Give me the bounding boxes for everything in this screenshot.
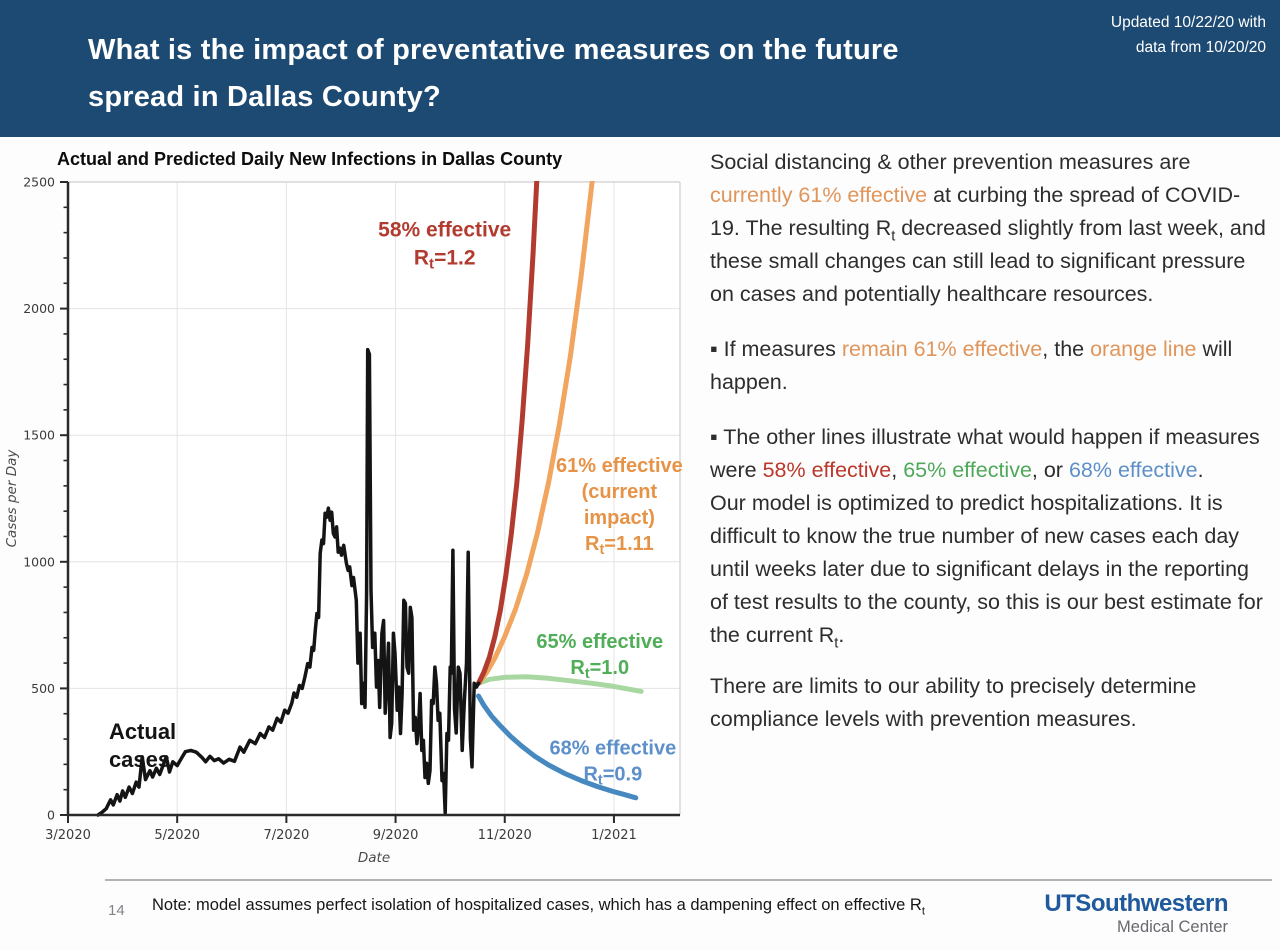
y-axis-title: Cases per Day: [4, 449, 20, 548]
x-tick-label: 5/2020: [154, 828, 200, 843]
x-axis-title: Date: [358, 850, 390, 866]
panel-paragraph: ▪ If measures remain 61% effective, the …: [710, 337, 1233, 394]
panel-paragraph: Social distancing & other prevention mea…: [710, 150, 1266, 306]
y-tick-label: 1000: [23, 554, 55, 569]
series-68-effective-rt-0-9: [476, 693, 639, 801]
x-tick-label: 7/2020: [264, 828, 310, 843]
logo-medical-center: Medical Center: [1117, 918, 1228, 936]
x-tick-label: 11/2020: [478, 828, 532, 843]
y-tick-label: 2000: [23, 301, 55, 316]
y-tick-label: 0: [47, 808, 55, 823]
text-panel: Social distancing & other prevention mea…: [710, 146, 1270, 736]
slide-title: What is the impact of preventative measu…: [88, 34, 899, 113]
panel-paragraph: There are limits to our ability to preci…: [710, 674, 1197, 731]
updated-note: Updated 10/22/20 with data from 10/20/20: [1110, 14, 1266, 56]
chart-annotation: (current: [582, 481, 658, 503]
series-actual-cases: [96, 347, 481, 817]
chart-svg: 0 500 1000 1500 2000 2500 3/2020 5/2020 7/2020 9/…: [4, 175, 683, 867]
series-65-effective-rt-1-0: [476, 674, 644, 694]
x-tick-label: 1/2021: [591, 828, 637, 843]
chart-annotation: 65% effective: [536, 631, 663, 653]
chart-annotation: 68% effective: [549, 738, 676, 760]
y-tick-label: 1500: [23, 428, 55, 443]
panel-paragraph: Our model is optimized to predict hospit…: [710, 491, 1263, 652]
footnote: Note: model assumes perfect isolation of…: [152, 896, 925, 918]
chart-annotation: impact): [584, 507, 655, 529]
logo-utsouthwestern: UTSouthwestern: [1044, 890, 1228, 917]
chart-annotation: Rt=1.11: [585, 533, 654, 558]
panel-paragraph: ▪ The other lines illustrate what would …: [710, 425, 1260, 482]
page-number: 14: [108, 902, 125, 919]
chart-title: Actual and Predicted Daily New Infection…: [57, 149, 563, 169]
series-58-effective-rt-1-2: [476, 181, 540, 686]
chart-annotation: 61% effective: [556, 455, 683, 477]
logo: UTSouthwestern Medical Center: [1044, 891, 1228, 937]
y-tick-label: 2500: [23, 175, 55, 190]
header-bar: What is the impact of preventative measu…: [0, 0, 1280, 137]
chart-annotation: Rt=0.9: [583, 764, 642, 789]
chart-annotation: Actual: [109, 719, 176, 744]
footer-divider: [105, 879, 1272, 881]
series-61-effective-current-impact-rt-1-11: [476, 181, 595, 686]
x-tick-label: 3/2020: [45, 828, 91, 843]
chart-annotation: Rt=1.0: [570, 657, 629, 682]
chart-annotation: Rt=1.2: [414, 246, 476, 272]
chart-annotation: 58% effective: [378, 218, 511, 241]
y-tick-label: 500: [31, 681, 55, 696]
chart-annotation: cases: [109, 747, 170, 772]
x-tick-label: 9/2020: [373, 828, 419, 843]
